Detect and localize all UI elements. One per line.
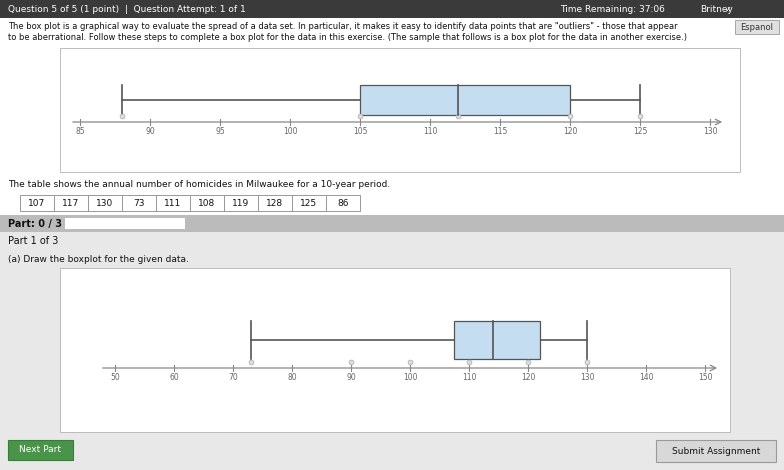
Text: 73: 73 [133, 198, 145, 207]
Text: 85: 85 [75, 127, 85, 136]
Text: Submit Assignment: Submit Assignment [672, 446, 760, 455]
Text: Time Remaining: 37:06: Time Remaining: 37:06 [560, 5, 665, 14]
Bar [8, 440, 73, 460]
Text: 107: 107 [28, 198, 45, 207]
Bar [0, 215, 784, 232]
Bar [0, 0, 784, 18]
Text: 125: 125 [633, 127, 647, 136]
Text: 100: 100 [403, 373, 417, 382]
Text: 130: 130 [702, 127, 717, 136]
Bar [60, 268, 730, 432]
Text: Question 5 of 5 (1 point)  |  Question Attempt: 1 of 1: Question 5 of 5 (1 point) | Question Att… [8, 5, 245, 14]
Text: 111: 111 [165, 198, 182, 207]
Text: 105: 105 [353, 127, 367, 136]
Text: 128: 128 [267, 198, 284, 207]
Bar [65, 218, 185, 229]
Bar [20, 195, 54, 211]
Bar [326, 195, 360, 211]
Text: Britney: Britney [700, 5, 733, 14]
Text: 90: 90 [346, 373, 356, 382]
Text: 115: 115 [493, 127, 507, 136]
Bar [190, 195, 224, 211]
Text: Part: 0 / 3: Part: 0 / 3 [8, 219, 62, 228]
Text: 100: 100 [283, 127, 297, 136]
Bar [258, 195, 292, 211]
Text: Next Part: Next Part [20, 446, 61, 454]
Text: 80: 80 [287, 373, 297, 382]
Text: 110: 110 [423, 127, 437, 136]
Text: 119: 119 [232, 198, 249, 207]
Text: 125: 125 [300, 198, 318, 207]
Bar [0, 175, 784, 215]
Text: 90: 90 [145, 127, 155, 136]
Bar [122, 195, 156, 211]
Bar [0, 18, 784, 175]
Bar [0, 232, 784, 250]
Text: 95: 95 [215, 127, 225, 136]
Text: 140: 140 [639, 373, 653, 382]
Text: 120: 120 [563, 127, 577, 136]
Text: The box plot is a graphical way to evaluate the spread of a data set. In particu: The box plot is a graphical way to evalu… [8, 22, 677, 31]
Bar [292, 195, 326, 211]
Text: 86: 86 [337, 198, 349, 207]
Text: 120: 120 [521, 373, 535, 382]
Text: 110: 110 [462, 373, 476, 382]
Bar [360, 85, 570, 115]
Text: 70: 70 [228, 373, 238, 382]
Text: 60: 60 [169, 373, 179, 382]
Text: 108: 108 [198, 198, 216, 207]
Bar [156, 195, 190, 211]
Text: The table shows the annual number of homicides in Milwaukee for a 10-year period: The table shows the annual number of hom… [8, 180, 390, 189]
Bar [88, 195, 122, 211]
Text: 150: 150 [698, 373, 712, 382]
Text: 50: 50 [110, 373, 120, 382]
Text: (a) Draw the boxplot for the given data.: (a) Draw the boxplot for the given data. [8, 255, 189, 264]
Bar [54, 195, 88, 211]
Bar [454, 321, 540, 359]
Text: 117: 117 [63, 198, 80, 207]
Bar [224, 195, 258, 211]
Bar [0, 250, 784, 470]
Text: to be aberrational. Follow these steps to complete a box plot for the data in th: to be aberrational. Follow these steps t… [8, 33, 687, 42]
Bar [60, 48, 740, 172]
Text: 130: 130 [579, 373, 594, 382]
Text: Part 1 of 3: Part 1 of 3 [8, 236, 58, 246]
Text: Espanol: Espanol [741, 23, 774, 31]
Bar [735, 20, 779, 34]
Bar [656, 440, 776, 462]
Text: ✓: ✓ [725, 5, 732, 14]
Text: 130: 130 [96, 198, 114, 207]
